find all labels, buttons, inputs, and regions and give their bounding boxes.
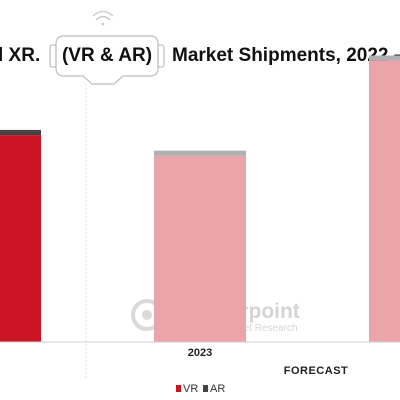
x-tick-labels: 2023: [188, 347, 212, 359]
vr-headset-wifi-icon: [49, 10, 165, 380]
bar-ar-0: [0, 129, 41, 136]
legend: VR AR: [176, 383, 225, 395]
legend-swatch-vr: [176, 385, 181, 392]
bars-group: [0, 55, 400, 342]
title-part-2: (VR & AR): [62, 45, 152, 66]
title-part-3: Market Shipments, 2022 – 2: [172, 45, 400, 66]
bar-ar-1: [154, 150, 246, 156]
legend-label-vr: VR: [183, 383, 198, 395]
title-part-1: l XR.: [0, 45, 40, 66]
bar-vr-1: [154, 155, 246, 342]
legend-label-ar: AR: [210, 383, 225, 395]
forecast-label: FORECAST: [284, 365, 349, 377]
bar-ar-2: [369, 55, 400, 61]
bar-vr-2: [369, 60, 400, 342]
x-tick-label-1: 2023: [188, 347, 212, 359]
bar-vr-0: [0, 135, 41, 342]
legend-swatch-ar: [203, 385, 208, 392]
